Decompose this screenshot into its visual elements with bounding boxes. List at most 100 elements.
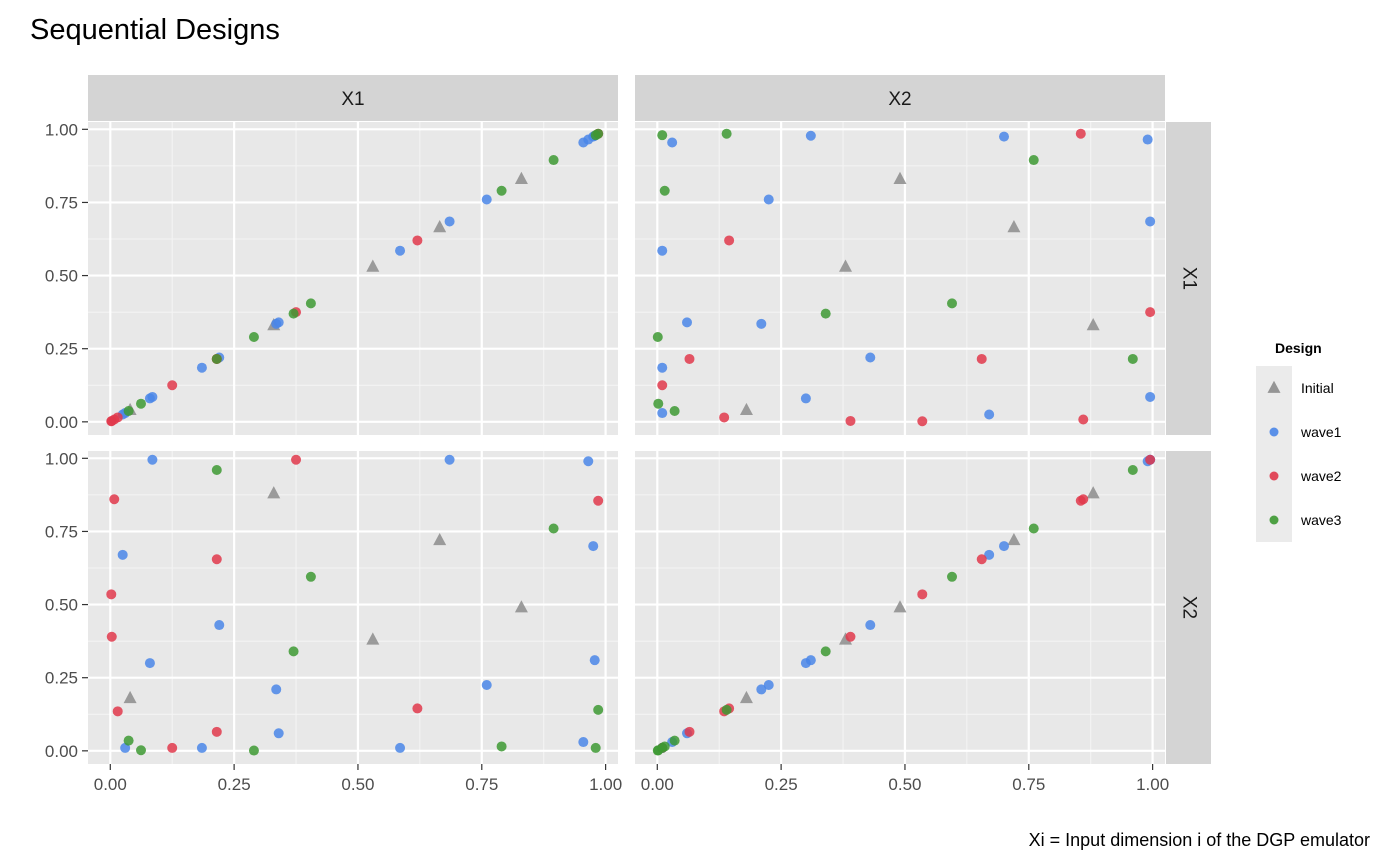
point-wave2-marker <box>976 353 987 364</box>
legend-label-wave1: wave1 <box>1300 424 1342 440</box>
point-wave3-marker <box>1127 353 1138 364</box>
point-initial-marker <box>739 690 753 704</box>
y-axis-tick-label: 0.75 <box>45 522 78 541</box>
point-initial-marker <box>1007 220 1021 233</box>
point-wave2-marker <box>412 235 423 246</box>
legend-label-initial: Initial <box>1301 380 1334 396</box>
point-wave2-marker <box>1145 454 1156 465</box>
panel-x2-x1 <box>88 451 618 764</box>
point-wave2-marker <box>106 589 117 600</box>
panel-x1-x1 <box>88 122 618 435</box>
point-wave2-marker <box>109 494 120 505</box>
point-wave3-marker <box>248 745 259 756</box>
point-wave1-marker <box>763 194 774 205</box>
point-initial-marker <box>739 402 753 416</box>
x-axis-tick-label: 1.00 <box>589 775 622 794</box>
point-wave3-marker <box>305 571 316 582</box>
point-wave1-marker <box>865 352 876 363</box>
point-wave2-marker <box>719 412 730 423</box>
y-axis-tick-label: 0.00 <box>45 413 78 432</box>
point-initial-marker <box>893 171 907 184</box>
x-axis-tick-label: 0.75 <box>1012 775 1045 794</box>
y-axis-tick-label: 0.75 <box>45 193 78 212</box>
point-wave2-marker <box>211 726 222 737</box>
point-initial-marker <box>366 632 380 645</box>
x-axis-tick-label: 0.25 <box>765 775 798 794</box>
x-axis-tick-label: 0.25 <box>218 775 251 794</box>
point-wave1-marker <box>444 216 455 227</box>
point-wave1-marker <box>214 620 225 631</box>
strip-top-label-x1: X1 <box>341 89 364 110</box>
point-wave3-marker <box>496 185 507 196</box>
point-wave1-marker <box>1142 134 1153 145</box>
point-wave3-marker <box>593 128 604 139</box>
legend-title: Design <box>1275 340 1322 356</box>
point-wave2-marker <box>412 703 423 714</box>
strip-top-x2 <box>635 75 1165 121</box>
x-axis-tick-label: 0.75 <box>465 775 498 794</box>
point-wave2-marker <box>1075 495 1086 506</box>
point-initial-marker <box>433 532 447 546</box>
point-initial-marker <box>514 600 528 613</box>
point-wave1-marker <box>444 454 455 465</box>
point-wave3-marker <box>211 353 222 364</box>
panel-x2-x2 <box>635 451 1165 764</box>
point-wave1-marker <box>589 655 600 666</box>
legend-key-wave1 <box>1269 427 1279 437</box>
point-wave1-marker <box>578 737 589 748</box>
point-wave1-marker <box>999 541 1010 552</box>
panel-x2-x1-background <box>88 451 618 764</box>
point-wave2-marker <box>917 589 928 600</box>
point-wave2-marker <box>167 742 178 753</box>
point-wave1-marker <box>1145 391 1156 402</box>
strip-top-label-x2: X2 <box>888 89 911 110</box>
point-wave1-marker <box>657 408 668 419</box>
facet-panels <box>88 122 1165 764</box>
point-wave2-marker <box>1078 414 1089 425</box>
point-wave1-marker <box>147 391 158 402</box>
y-axis-tick-label: 0.25 <box>45 340 78 359</box>
legend: Design Initial wave1 wave2 wave3 <box>1256 340 1342 542</box>
chart-caption: Xi = Input dimension i of the DGP emulat… <box>1029 830 1370 850</box>
point-wave1-marker <box>395 742 406 753</box>
point-wave1-marker <box>117 549 128 560</box>
point-wave1-marker <box>756 684 767 695</box>
point-wave3-marker <box>721 128 732 139</box>
point-wave2-marker <box>167 380 178 391</box>
point-wave3-marker <box>721 704 732 715</box>
point-wave3-marker <box>669 735 680 746</box>
point-wave3-marker <box>657 130 668 141</box>
point-wave2-marker <box>684 726 695 737</box>
y-axis-tick-label: 0.25 <box>45 669 78 688</box>
point-wave2-marker <box>291 454 302 465</box>
legend-label-wave2: wave2 <box>1300 468 1342 484</box>
point-wave2-marker <box>593 495 604 506</box>
legend-label-wave3: wave3 <box>1300 512 1342 528</box>
point-initial-marker <box>1086 318 1100 331</box>
point-wave1-marker <box>800 393 811 404</box>
point-wave1-marker <box>273 317 284 328</box>
point-wave2-marker <box>1145 307 1156 318</box>
point-initial-marker <box>267 486 281 499</box>
point-wave1-marker <box>667 137 678 148</box>
point-wave1-marker <box>588 541 599 552</box>
point-wave3-marker <box>211 465 222 476</box>
point-initial-marker <box>839 259 853 272</box>
point-wave1-marker <box>756 318 767 329</box>
point-wave2-marker <box>112 706 123 717</box>
point-wave1-marker <box>805 655 816 666</box>
point-initial-marker <box>893 600 907 613</box>
point-wave1-marker <box>1145 216 1156 227</box>
point-wave3-marker <box>136 398 146 409</box>
point-wave3-marker <box>820 646 831 657</box>
point-wave3-marker <box>1028 523 1039 534</box>
panel-x1-x2 <box>635 122 1165 435</box>
point-wave1-marker <box>657 362 668 373</box>
point-wave3-marker <box>593 704 604 715</box>
point-wave1-marker <box>481 194 492 205</box>
point-wave1-marker <box>682 317 693 328</box>
x-axis-tick-label: 0.00 <box>641 775 674 794</box>
point-wave3-marker <box>123 735 134 746</box>
x-axis-tick-label: 1.00 <box>1136 775 1169 794</box>
